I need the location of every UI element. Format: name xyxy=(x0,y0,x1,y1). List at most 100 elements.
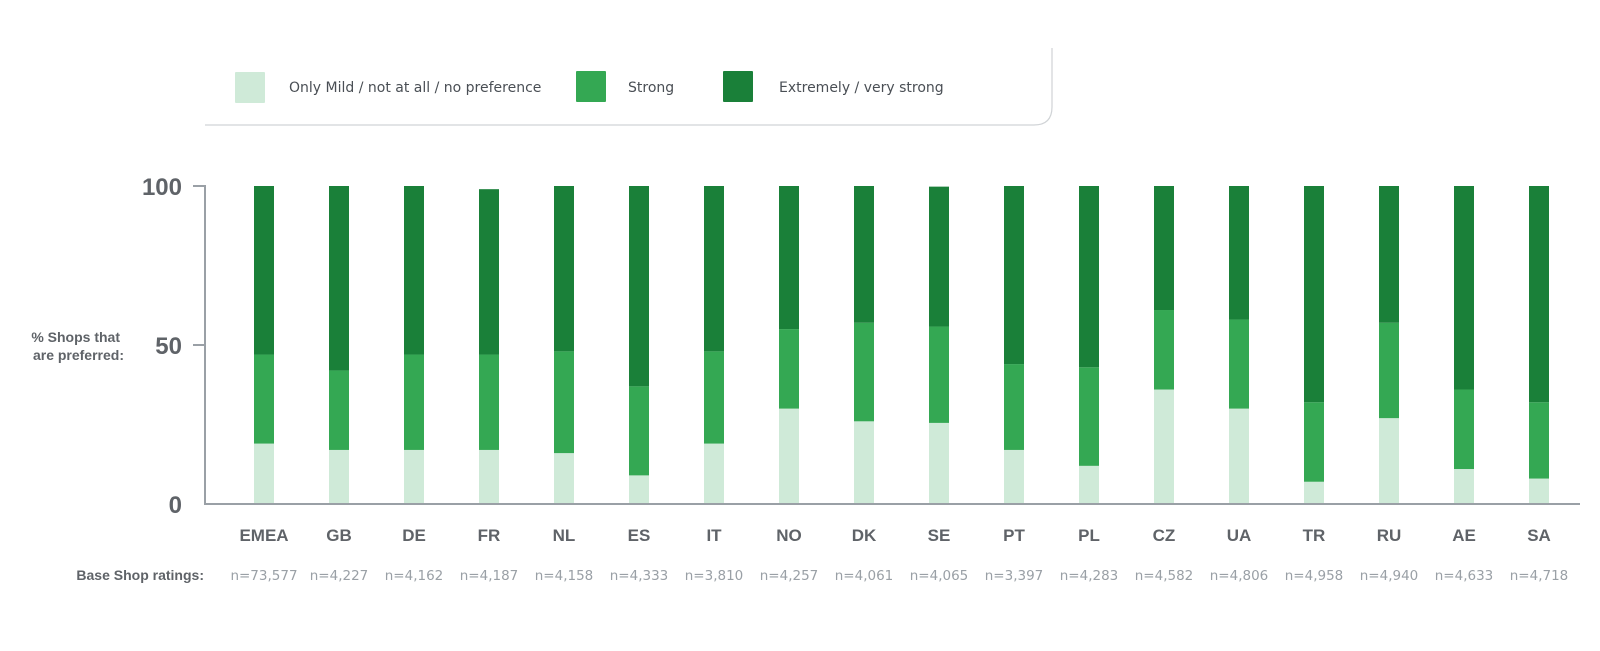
bar-nl-series-2 xyxy=(554,351,574,454)
legend-swatch-extreme xyxy=(723,71,753,102)
base-shop-ratings-label: Base Shop ratings: xyxy=(76,567,204,583)
legend-label-extreme: Extremely / very strong xyxy=(779,80,944,96)
bar-dk-series-3 xyxy=(854,186,874,323)
bar-es-series-3 xyxy=(629,186,649,387)
x-tick-tr: TR xyxy=(1303,526,1326,545)
y-tick-100: 100 xyxy=(142,174,182,201)
bar-nl-series-3 xyxy=(554,186,574,352)
bar-fr-series-2 xyxy=(479,354,499,450)
base-count-se: n=4,065 xyxy=(910,568,969,584)
bar-ua-series-1 xyxy=(1229,408,1249,504)
bars xyxy=(254,186,1549,504)
x-tick-de: DE xyxy=(402,526,426,545)
base-count-ru: n=4,940 xyxy=(1360,568,1419,584)
bar-emea-series-2 xyxy=(254,354,274,444)
bar-it-series-1 xyxy=(704,443,724,504)
bar-pl-series-2 xyxy=(1079,367,1099,466)
base-count-gb: n=4,227 xyxy=(310,568,369,584)
bar-pt-series-2 xyxy=(1004,364,1024,450)
bar-ua-series-2 xyxy=(1229,319,1249,409)
base-count-cz: n=4,582 xyxy=(1135,568,1194,584)
bar-gb-series-1 xyxy=(329,449,349,504)
base-count-pt: n=3,397 xyxy=(985,568,1044,584)
bar-ae-series-1 xyxy=(1454,469,1474,504)
x-tick-emea: EMEA xyxy=(239,526,288,545)
bar-cz-series-2 xyxy=(1154,310,1174,390)
bar-tr-series-1 xyxy=(1304,481,1324,504)
bar-de-series-3 xyxy=(404,186,424,355)
base-count-it: n=3,810 xyxy=(685,568,744,584)
bar-pl-series-3 xyxy=(1079,186,1099,368)
x-axis-labels: EMEA GB DE FR NL ES IT NO DK SE PT PL CZ UA TR RU AE SA xyxy=(239,526,1550,545)
bar-gb-series-2 xyxy=(329,370,349,450)
base-count-no: n=4,257 xyxy=(760,568,819,584)
bar-fr-series-1 xyxy=(479,449,499,504)
bar-no-series-1 xyxy=(779,408,799,504)
legend-border xyxy=(205,48,1053,126)
bar-se-series-1 xyxy=(929,422,949,504)
bar-nl-series-1 xyxy=(554,453,574,504)
x-tick-no: NO xyxy=(776,526,802,545)
bar-cz-series-3 xyxy=(1154,186,1174,311)
x-tick-pt: PT xyxy=(1003,526,1025,545)
legend-swatch-mild xyxy=(235,72,265,103)
bar-ru-series-3 xyxy=(1379,186,1399,323)
x-tick-es: ES xyxy=(628,526,651,545)
x-tick-nl: NL xyxy=(553,526,576,545)
x-tick-sa: SA xyxy=(1527,526,1551,545)
bar-de-series-1 xyxy=(404,449,424,504)
bar-it-series-2 xyxy=(704,351,724,444)
bar-cz-series-1 xyxy=(1154,389,1174,504)
y-tick-0: 0 xyxy=(169,492,182,519)
bar-tr-series-2 xyxy=(1304,402,1324,482)
bar-pl-series-1 xyxy=(1079,465,1099,504)
base-count-es: n=4,333 xyxy=(610,568,669,584)
bar-se-series-2 xyxy=(929,326,949,423)
base-count-tr: n=4,958 xyxy=(1285,568,1344,584)
bar-ae-series-2 xyxy=(1454,389,1474,470)
y-tick-50: 50 xyxy=(155,333,182,360)
x-tick-gb: GB xyxy=(326,526,352,545)
base-count-sa: n=4,718 xyxy=(1510,568,1569,584)
base-count-dk: n=4,061 xyxy=(835,568,894,584)
bar-emea-series-3 xyxy=(254,186,274,355)
bar-it-series-3 xyxy=(704,186,724,352)
x-tick-ua: UA xyxy=(1227,526,1252,545)
bar-dk-series-1 xyxy=(854,421,874,504)
bar-no-series-2 xyxy=(779,329,799,409)
base-count-nl: n=4,158 xyxy=(535,568,594,584)
x-tick-ru: RU xyxy=(1377,526,1402,545)
bar-tr-series-3 xyxy=(1304,186,1324,403)
bar-fr-series-3 xyxy=(479,189,499,355)
bar-gb-series-3 xyxy=(329,186,349,371)
x-tick-cz: CZ xyxy=(1153,526,1176,545)
base-count-emea: n=73,577 xyxy=(230,568,297,584)
y-axis-label-line1: % Shops that xyxy=(31,329,120,345)
bar-pt-series-3 xyxy=(1004,186,1024,365)
bar-emea-series-1 xyxy=(254,443,274,504)
bar-pt-series-1 xyxy=(1004,449,1024,504)
y-axis-label-line2: are preferred: xyxy=(33,347,124,363)
base-count-de: n=4,162 xyxy=(385,568,444,584)
bar-ua-series-3 xyxy=(1229,186,1249,320)
x-tick-ae: AE xyxy=(1452,526,1476,545)
legend-swatch-strong xyxy=(576,71,606,102)
base-count-pl: n=4,283 xyxy=(1060,568,1119,584)
base-count-ua: n=4,806 xyxy=(1210,568,1269,584)
bar-ru-series-2 xyxy=(1379,322,1399,419)
x-tick-fr: FR xyxy=(478,526,501,545)
bar-ae-series-3 xyxy=(1454,186,1474,390)
base-count-ae: n=4,633 xyxy=(1435,568,1494,584)
bar-dk-series-2 xyxy=(854,322,874,422)
base-count-fr: n=4,187 xyxy=(460,568,519,584)
x-tick-se: SE xyxy=(928,526,951,545)
bar-es-series-1 xyxy=(629,475,649,504)
bar-se-series-3 xyxy=(929,186,949,327)
legend: Only Mild / not at all / no preference S… xyxy=(205,48,1053,126)
bar-sa-series-1 xyxy=(1529,478,1549,504)
base-counts: n=73,577 n=4,227 n=4,162 n=4,187 n=4,158 n=4,… xyxy=(230,568,1568,584)
bar-ru-series-1 xyxy=(1379,418,1399,504)
bar-no-series-3 xyxy=(779,186,799,330)
x-tick-dk: DK xyxy=(852,526,877,545)
